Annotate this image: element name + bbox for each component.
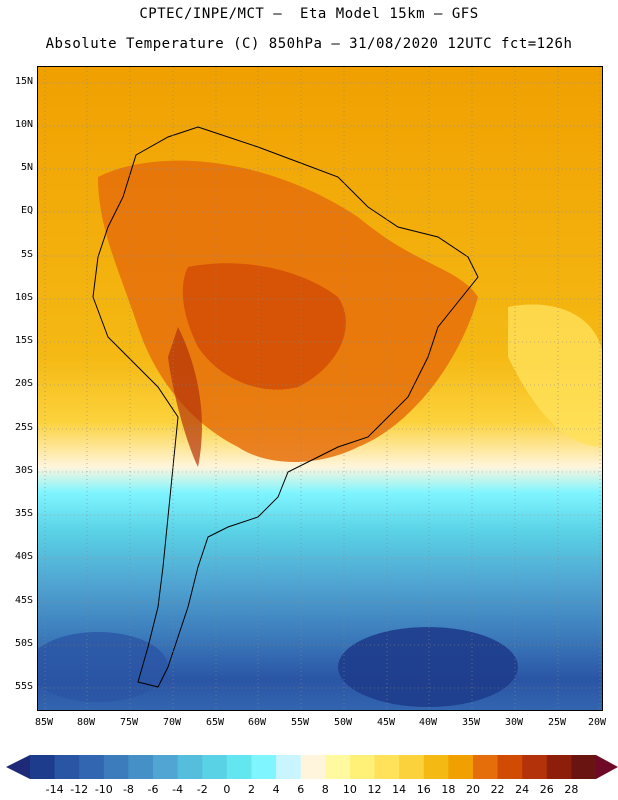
colorbar-label: -4: [172, 783, 184, 796]
colorbar-label: 0: [223, 783, 231, 796]
colorbar-swatch: [153, 755, 179, 779]
lon-label: 50W: [333, 717, 353, 728]
colorbar-label: 10: [342, 783, 357, 796]
lon-label: 25W: [547, 717, 567, 728]
lat-label: 20S: [14, 378, 33, 389]
map-title-line-1: CPTEC/INPE/MCT – Eta Model 15km – GFS: [139, 6, 479, 22]
colorbar-swatch: [79, 755, 105, 779]
colorbar-swatch: [448, 755, 474, 779]
colorbar-swatch: [546, 755, 572, 779]
lat-label: 5S: [20, 249, 33, 260]
colorbar-swatch: [128, 755, 154, 779]
lat-label: 55S: [14, 681, 33, 692]
lat-label: EQ: [20, 205, 33, 216]
colorbar-swatch: [522, 755, 548, 779]
lon-label: 85W: [34, 717, 54, 728]
lat-label: 25S: [14, 422, 33, 433]
colorbar-swatch: [300, 755, 326, 779]
colorbar-left-arrow: [6, 755, 30, 779]
lat-label: 10S: [14, 292, 33, 303]
cold-core: [338, 627, 518, 707]
colorbar-swatch: [423, 755, 449, 779]
colorbar-label: 6: [297, 783, 305, 796]
colorbar-label: 8: [321, 783, 329, 796]
map-title-line-2: Absolute Temperature (C) 850hPa – 31/08/…: [45, 36, 573, 52]
temperature-field: [38, 67, 602, 710]
colorbar-swatch: [571, 755, 597, 779]
colorbar-label: -6: [147, 783, 159, 796]
colorbar-swatch: [399, 755, 425, 779]
colorbar-label: 24: [515, 783, 530, 796]
colorbar-swatch: [54, 755, 80, 779]
colorbar-swatch: [226, 755, 252, 779]
colorbar-label: -12: [70, 783, 89, 796]
lon-label: 45W: [376, 717, 396, 728]
colorbar-label: 28: [564, 783, 579, 796]
colorbar-swatch: [251, 755, 277, 779]
lon-label: 75W: [119, 717, 139, 728]
colorbar-label: 14: [392, 783, 407, 796]
lon-label: 40W: [418, 717, 438, 728]
colorbar-label: 18: [441, 783, 456, 796]
colorbar: [6, 755, 618, 779]
colorbar-label: -14: [45, 783, 64, 796]
south-america-outline: [92, 126, 479, 688]
colorbar-label: 12: [367, 783, 382, 796]
lon-label: 55W: [290, 717, 310, 728]
lon-label: 65W: [205, 717, 225, 728]
lat-label: 50S: [14, 638, 33, 649]
temperature-map: [37, 66, 603, 711]
colorbar-swatch: [472, 755, 499, 779]
lat-label: 35S: [14, 508, 33, 519]
lat-label: 40S: [14, 551, 33, 562]
colorbar-label: 4: [272, 783, 280, 796]
andes-warm: [168, 327, 202, 467]
cold-west: [38, 632, 168, 702]
colorbar-swatch: [349, 755, 376, 779]
colorbar-label: 26: [539, 783, 554, 796]
colorbar-label: 20: [465, 783, 480, 796]
colorbar-label: -8: [122, 783, 134, 796]
colorbar-swatch: [374, 755, 400, 779]
colorbar-swatch: [177, 755, 203, 779]
lat-label: 30S: [14, 465, 33, 476]
colorbar-swatch: [202, 755, 228, 779]
colorbar-right-arrow: [596, 755, 618, 779]
lat-label: 5N: [20, 162, 33, 173]
colorbar-swatch: [276, 755, 302, 779]
lon-label: 80W: [76, 717, 96, 728]
colorbar-label: -10: [94, 783, 113, 796]
colorbar-swatch: [30, 755, 56, 779]
lon-label: 60W: [247, 717, 267, 728]
lon-label: 20W: [587, 717, 607, 728]
lat-label: 10N: [14, 119, 33, 130]
colorbar-label: 2: [247, 783, 255, 796]
lon-label: 30W: [504, 717, 524, 728]
lat-label: 15N: [14, 76, 33, 87]
northeast-patch: [508, 304, 602, 447]
colorbar-swatch: [325, 755, 351, 779]
colorbar-swatch: [103, 755, 129, 779]
colorbar-swatch: [497, 755, 523, 779]
lat-label: 15S: [14, 335, 33, 346]
lon-label: 35W: [461, 717, 481, 728]
colorbar-label: 22: [490, 783, 505, 796]
hot-core: [182, 263, 346, 390]
lat-label: 45S: [14, 595, 33, 606]
colorbar-label: -2: [196, 783, 208, 796]
colorbar-label: 16: [416, 783, 431, 796]
lon-label: 70W: [162, 717, 182, 728]
